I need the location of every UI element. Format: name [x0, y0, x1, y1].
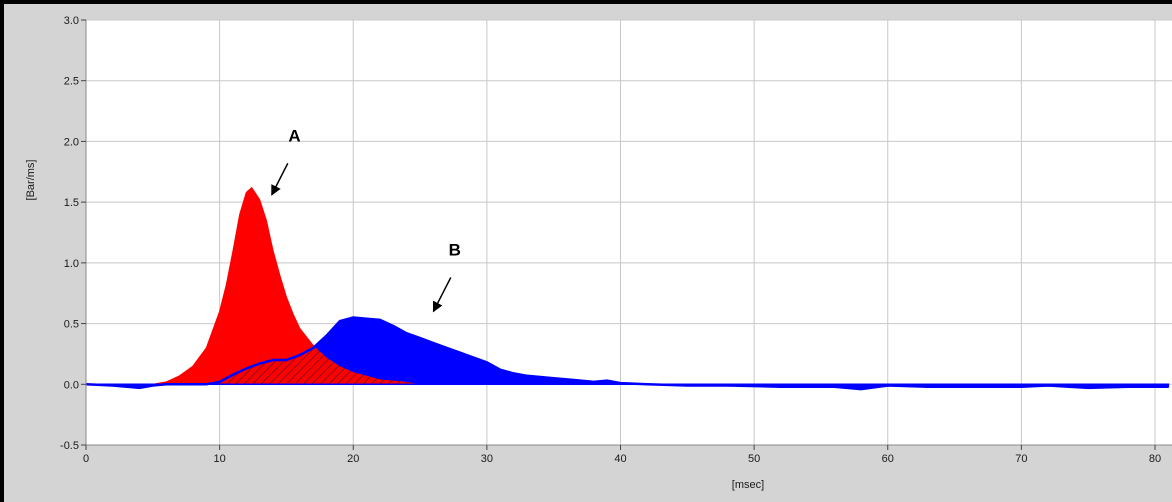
x-tick-label: 20	[347, 453, 359, 465]
x-tick-label: 80	[1149, 453, 1161, 465]
annotations: AB	[271, 126, 461, 313]
x-tick-label: 50	[748, 453, 760, 465]
annotation-label: A	[288, 126, 300, 145]
axes: 3.0 2.5 2.0 1.5 1.0 0.5 0.0 -0.5 0 10 20 30 40 50 60 70…	[60, 15, 1172, 465]
grid	[85, 19, 1172, 446]
series-layer	[86, 186, 1170, 391]
annotation-arrow	[432, 277, 452, 313]
chart-frame: 3.0 2.5 2.0 1.5 1.0 0.5 0.0 -0.5 0 10 20 30 40 50 60 70…	[4, 4, 1172, 502]
x-tick-label: 40	[614, 453, 626, 465]
series-b-line	[86, 316, 1169, 391]
y-tick-label: 3.0	[64, 15, 79, 27]
y-tick-label: 1.5	[64, 197, 79, 209]
y-tick-label: 0.5	[64, 319, 79, 331]
annotation-label: B	[449, 241, 461, 260]
y-tick-label: 2.0	[64, 136, 79, 148]
x-tick-label: 0	[83, 453, 89, 465]
x-tick-label: 70	[1015, 453, 1027, 465]
x-tick-label: 60	[882, 453, 894, 465]
chart-canvas: 3.0 2.5 2.0 1.5 1.0 0.5 0.0 -0.5 0 10 20 30 40 50 60 70…	[25, 15, 1172, 491]
y-tick-label: -0.5	[60, 440, 79, 452]
y-tick-label: 1.0	[64, 258, 79, 270]
x-tick-label: 30	[481, 453, 493, 465]
x-axis-label: [msec]	[732, 479, 764, 491]
y-tick-label: 2.5	[64, 76, 79, 88]
y-axis-label: [Bar/ms]	[25, 160, 37, 201]
y-tick-label: 0.0	[64, 379, 79, 391]
annotation-arrow	[271, 162, 289, 196]
x-tick-label: 10	[214, 453, 226, 465]
